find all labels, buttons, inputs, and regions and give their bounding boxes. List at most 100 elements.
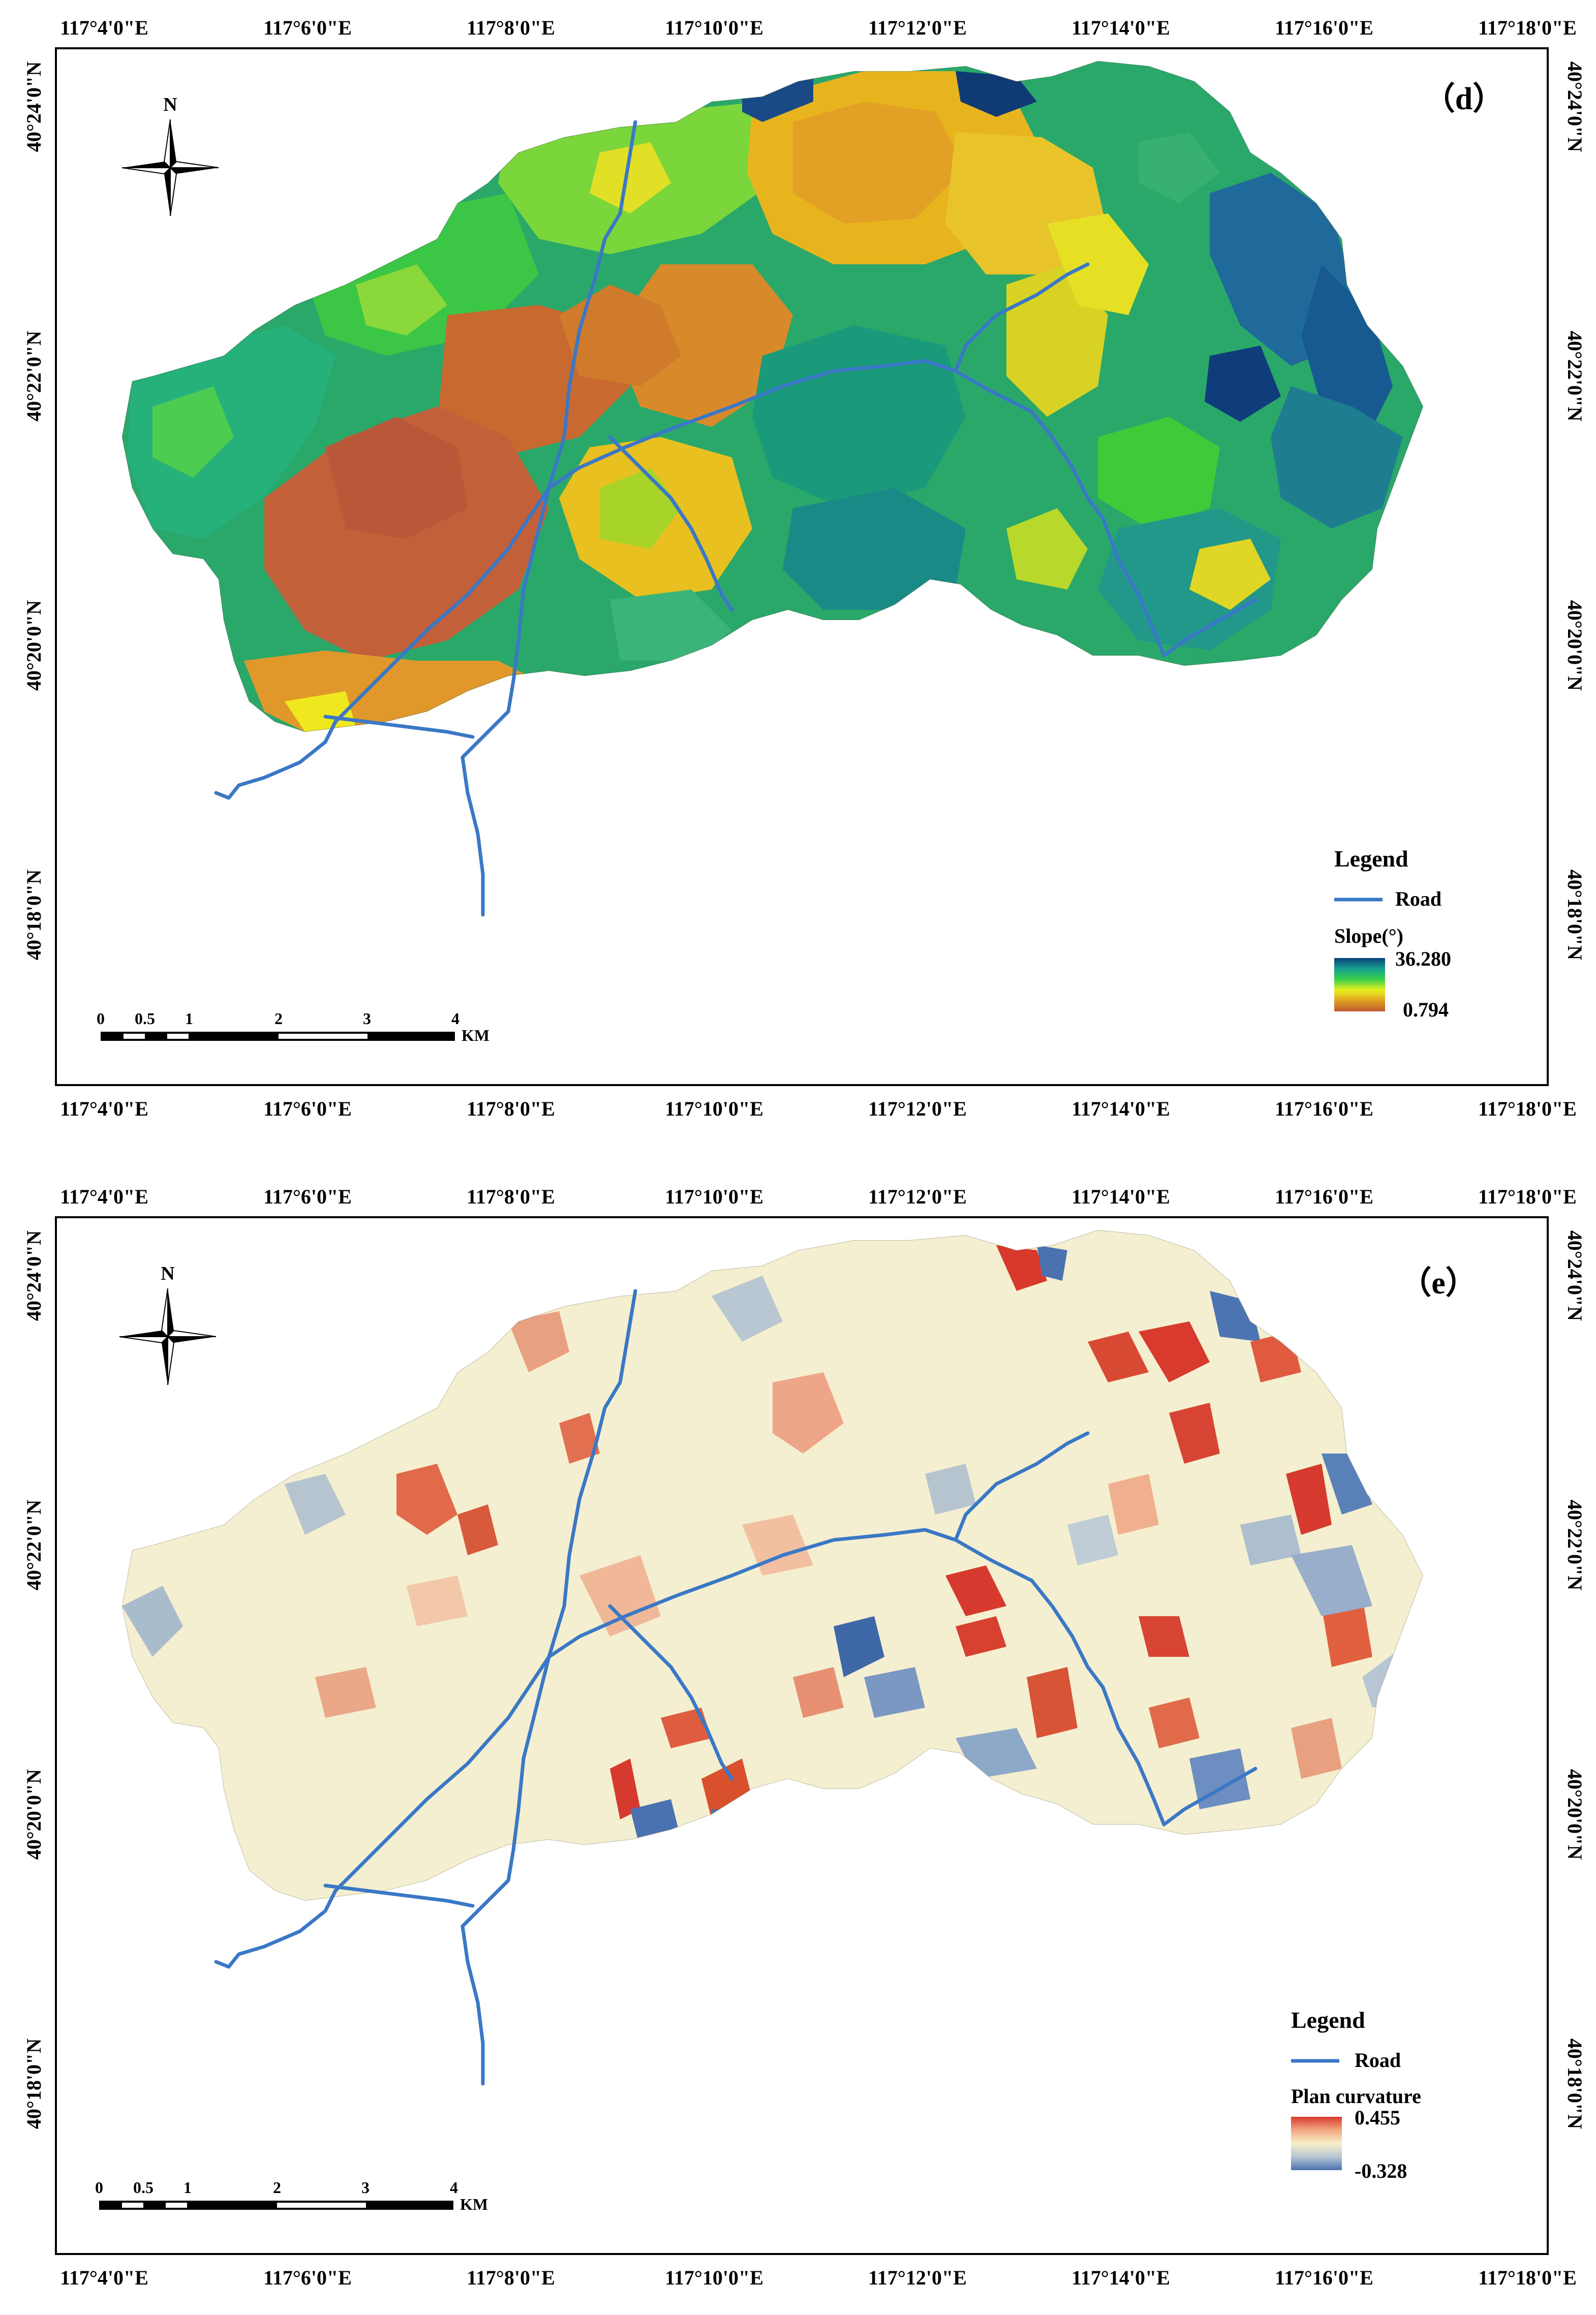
lon-tick-label: 117°12'0"E xyxy=(868,1097,967,1120)
lon-tick-labels-top: 117°4'0"E 117°6'0"E 117°8'0"E 117°10'0"E… xyxy=(60,1185,1577,1208)
scale-label: 3 xyxy=(363,1009,371,1028)
scale-label: 1 xyxy=(185,1009,193,1028)
scale-bar: 0 0.5 1 2 3 4 KM xyxy=(95,2178,488,2213)
panel-e-plan-curvature-map: 117°4'0"E 117°6'0"E 117°8'0"E 117°10'0"E… xyxy=(22,1185,1586,2289)
plan-curvature-color-ramp xyxy=(1291,2117,1342,2170)
lon-tick-label: 117°12'0"E xyxy=(868,1185,967,1208)
lon-tick-label: 117°18'0"E xyxy=(1478,2266,1577,2289)
lat-tick-label: 40°22'0"N xyxy=(1563,331,1586,421)
lat-tick-label: 40°22'0"N xyxy=(22,331,45,421)
slope-raster xyxy=(122,61,1423,732)
north-label: N xyxy=(163,94,177,115)
lat-tick-label: 40°24'0"N xyxy=(22,1230,45,1321)
lon-tick-label: 117°14'0"E xyxy=(1071,16,1170,39)
lon-tick-label: 117°16'0"E xyxy=(1275,1097,1373,1120)
legend-max-label: 0.455 xyxy=(1355,2106,1400,2129)
lon-tick-label: 117°4'0"E xyxy=(60,16,148,39)
scale-label: 0.5 xyxy=(133,2178,154,2197)
north-arrow-icon: N xyxy=(119,1263,217,1385)
lat-tick-label: 40°24'0"N xyxy=(1563,1230,1586,1321)
legend-variable: Plan curvature xyxy=(1291,2085,1421,2108)
legend: Legend Road Plan curvature 0.455 -0.328 xyxy=(1291,2007,1421,2182)
lon-tick-label: 117°8'0"E xyxy=(467,2266,555,2289)
scale-label: 1 xyxy=(183,2178,192,2197)
legend-title: Legend xyxy=(1334,846,1408,872)
lon-tick-label: 117°10'0"E xyxy=(665,16,763,39)
panel-label: （d） xyxy=(1424,81,1504,116)
lon-tick-label: 117°16'0"E xyxy=(1275,1185,1373,1208)
lon-tick-label: 117°6'0"E xyxy=(263,1185,352,1208)
lat-tick-label: 40°20'0"N xyxy=(22,1769,45,1860)
lon-tick-label: 117°14'0"E xyxy=(1071,2266,1170,2289)
lat-tick-label: 40°18'0"N xyxy=(22,870,45,960)
slope-color-ramp xyxy=(1334,958,1385,1011)
lat-tick-label: 40°24'0"N xyxy=(1563,61,1586,152)
lat-tick-label: 40°18'0"N xyxy=(22,2039,45,2129)
lat-tick-label: 40°24'0"N xyxy=(22,61,45,152)
scale-unit: KM xyxy=(462,1026,489,1044)
lon-tick-label: 117°8'0"E xyxy=(467,1097,555,1120)
lon-tick-label: 117°4'0"E xyxy=(60,1097,148,1120)
lon-tick-label: 117°6'0"E xyxy=(263,1097,352,1120)
scale-label: 0 xyxy=(97,1009,105,1028)
legend-variable: Slope(°) xyxy=(1334,924,1403,947)
panel-label: （e） xyxy=(1400,1265,1477,1301)
lon-tick-label: 117°16'0"E xyxy=(1275,2266,1373,2289)
lat-tick-labels-right: 40°24'0"N 40°22'0"N 40°20'0"N 40°18'0"N xyxy=(1563,61,1586,960)
legend: Legend Road Slope(°) 36.280 0.794 xyxy=(1334,846,1451,1021)
scale-unit: KM xyxy=(460,2195,488,2213)
lat-tick-labels-right: 40°24'0"N 40°22'0"N 40°20'0"N 40°18'0"N xyxy=(1563,1230,1586,2129)
scale-label: 2 xyxy=(274,1009,283,1028)
scale-label: 0 xyxy=(95,2178,103,2197)
lon-tick-label: 117°16'0"E xyxy=(1275,16,1373,39)
scale-label: 2 xyxy=(273,2178,281,2197)
lon-tick-labels-bottom: 117°4'0"E 117°6'0"E 117°8'0"E 117°10'0"E… xyxy=(60,2266,1577,2289)
lon-tick-label: 117°4'0"E xyxy=(60,2266,148,2289)
lon-tick-label: 117°10'0"E xyxy=(665,2266,763,2289)
lon-tick-label: 117°18'0"E xyxy=(1478,1185,1577,1208)
legend-min-label: 0.794 xyxy=(1403,998,1449,1021)
panel-d-slope-map: 117°4'0"E 117°6'0"E 117°8'0"E 117°10'0"E… xyxy=(22,16,1586,1120)
slope-zones xyxy=(122,61,1423,732)
lat-tick-label: 40°18'0"N xyxy=(1563,2039,1586,2129)
scale-label: 4 xyxy=(451,1009,459,1028)
lat-tick-label: 40°22'0"N xyxy=(22,1500,45,1590)
lon-tick-label: 117°8'0"E xyxy=(467,1185,555,1208)
lon-tick-label: 117°14'0"E xyxy=(1071,1185,1170,1208)
lon-tick-label: 117°12'0"E xyxy=(868,16,967,39)
lon-tick-label: 117°10'0"E xyxy=(665,1185,763,1208)
lon-tick-label: 117°6'0"E xyxy=(263,2266,352,2289)
scale-bar: 0 0.5 1 2 3 4 KM xyxy=(97,1009,489,1044)
lon-tick-label: 117°4'0"E xyxy=(60,1185,148,1208)
lon-tick-label: 117°12'0"E xyxy=(868,2266,967,2289)
lon-tick-labels-top: 117°4'0"E 117°6'0"E 117°8'0"E 117°10'0"E… xyxy=(60,16,1577,39)
lon-tick-label: 117°10'0"E xyxy=(665,1097,763,1120)
road-legend-label: Road xyxy=(1355,2049,1401,2072)
lat-tick-label: 40°20'0"N xyxy=(1563,600,1586,691)
legend-min-label: -0.328 xyxy=(1355,2159,1407,2182)
lon-tick-label: 117°6'0"E xyxy=(263,16,352,39)
scale-label: 0.5 xyxy=(135,1009,155,1028)
lon-tick-label: 117°8'0"E xyxy=(467,16,555,39)
lon-tick-label: 117°14'0"E xyxy=(1071,1097,1170,1120)
road-legend-label: Road xyxy=(1395,887,1441,910)
scale-label: 4 xyxy=(450,2178,458,2197)
lat-tick-label: 40°18'0"N xyxy=(1563,870,1586,960)
north-label: N xyxy=(161,1263,174,1284)
legend-title: Legend xyxy=(1291,2007,1365,2033)
lat-tick-label: 40°20'0"N xyxy=(1563,1769,1586,1860)
lat-tick-label: 40°22'0"N xyxy=(1563,1500,1586,1590)
lat-tick-label: 40°20'0"N xyxy=(22,600,45,691)
lon-tick-label: 117°18'0"E xyxy=(1478,1097,1577,1120)
lat-tick-labels-left: 40°24'0"N 40°22'0"N 40°20'0"N 40°18'0"N xyxy=(22,61,45,960)
scale-label: 3 xyxy=(361,2178,370,2197)
road-network xyxy=(214,120,1257,917)
lat-tick-labels-left: 40°24'0"N 40°22'0"N 40°20'0"N 40°18'0"N xyxy=(22,1230,45,2129)
lon-tick-labels-bottom: 117°4'0"E 117°6'0"E 117°8'0"E 117°10'0"E… xyxy=(60,1097,1577,1120)
north-arrow-icon: N xyxy=(121,94,219,217)
legend-max-label: 36.280 xyxy=(1395,947,1451,970)
road-network xyxy=(214,1289,1257,2086)
lon-tick-label: 117°18'0"E xyxy=(1478,16,1577,39)
